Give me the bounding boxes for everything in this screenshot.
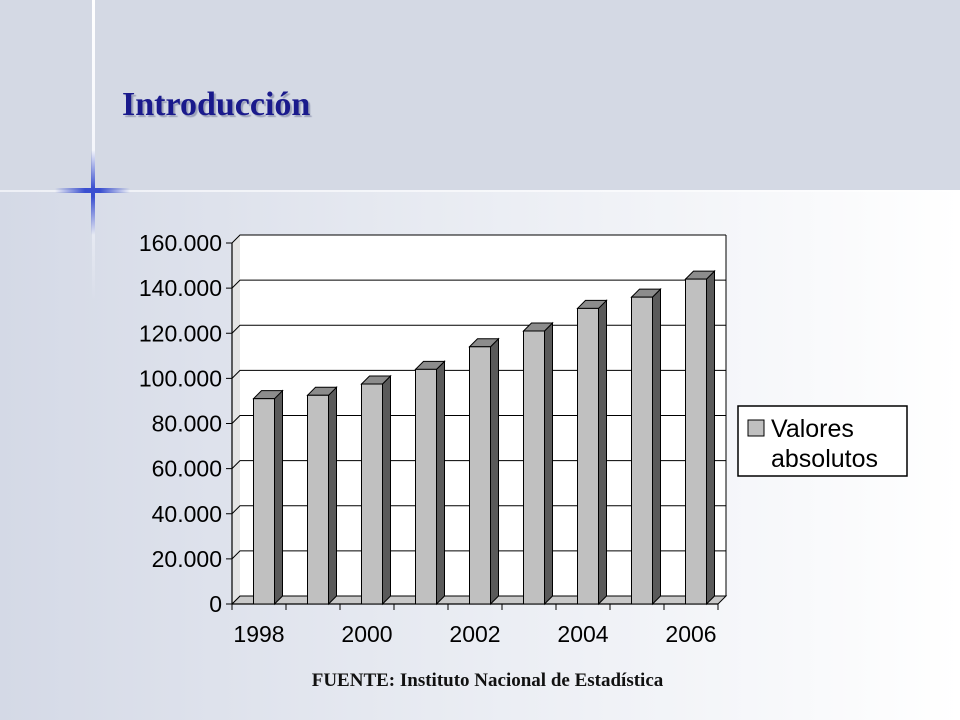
- gridline: [231, 369, 726, 379]
- page-title: Introducción: [122, 86, 311, 123]
- y-tick-label: 140.000: [139, 275, 222, 301]
- gridline: [231, 595, 726, 605]
- bar: [306, 386, 338, 606]
- legend-box: [737, 405, 908, 477]
- gridline: [231, 460, 726, 469]
- y-tick-label: 40.000: [152, 501, 222, 527]
- bar-side: [544, 321, 553, 606]
- bar: [684, 269, 716, 606]
- bar-side: [436, 360, 445, 606]
- bar-front: [631, 296, 653, 605]
- bar-front: [361, 383, 383, 605]
- y-tick-label: 160.000: [139, 230, 222, 256]
- bar-front: [307, 394, 329, 605]
- gridline: [231, 505, 726, 515]
- bar-side: [706, 269, 715, 606]
- bar-side: [652, 287, 661, 606]
- decorative-cross-vertical: [91, 150, 95, 235]
- gridline: [231, 234, 726, 244]
- bar-front: [523, 330, 545, 605]
- y-tick-label: 120.000: [139, 320, 222, 346]
- bar-front: [253, 398, 275, 605]
- bar-side: [328, 386, 337, 606]
- bar: [468, 337, 500, 606]
- bar: [522, 321, 554, 606]
- bar-side: [274, 389, 283, 606]
- gridline: [231, 324, 726, 334]
- header-band: [0, 0, 960, 190]
- bar-front: [469, 346, 491, 605]
- header-rule: [0, 190, 960, 192]
- gridline: [231, 415, 726, 424]
- bar-front: [415, 368, 437, 605]
- legend-label: Valores: [771, 415, 854, 443]
- bar-front: [685, 278, 707, 605]
- bar: [630, 287, 662, 606]
- bar: [360, 374, 392, 606]
- bar-side: [382, 374, 391, 606]
- bar: [252, 389, 284, 606]
- bar-front: [577, 307, 599, 605]
- gridline: [231, 550, 726, 560]
- gridline: [231, 279, 726, 289]
- y-tick-label: 80.000: [152, 411, 222, 437]
- y-tick-label: 60.000: [152, 456, 222, 482]
- x-tick-label: 2000: [341, 621, 392, 647]
- y-tick-label: 0: [209, 591, 222, 617]
- x-tick-label: 1998: [233, 621, 284, 647]
- legend-swatch: [747, 419, 765, 437]
- x-tick-label: 2002: [449, 621, 500, 647]
- y-tick-label: 100.000: [139, 365, 222, 391]
- bar-side: [490, 337, 499, 606]
- bar: [414, 360, 446, 606]
- source-note: FUENTE: Instituto Nacional de Estadístic…: [311, 670, 664, 691]
- y-tick-label: 20.000: [152, 546, 222, 572]
- bar: [576, 299, 608, 606]
- legend-label: absolutos: [771, 445, 878, 473]
- bar-side: [598, 299, 607, 606]
- x-tick-label: 2006: [665, 621, 716, 647]
- x-tick-label: 2004: [557, 621, 608, 647]
